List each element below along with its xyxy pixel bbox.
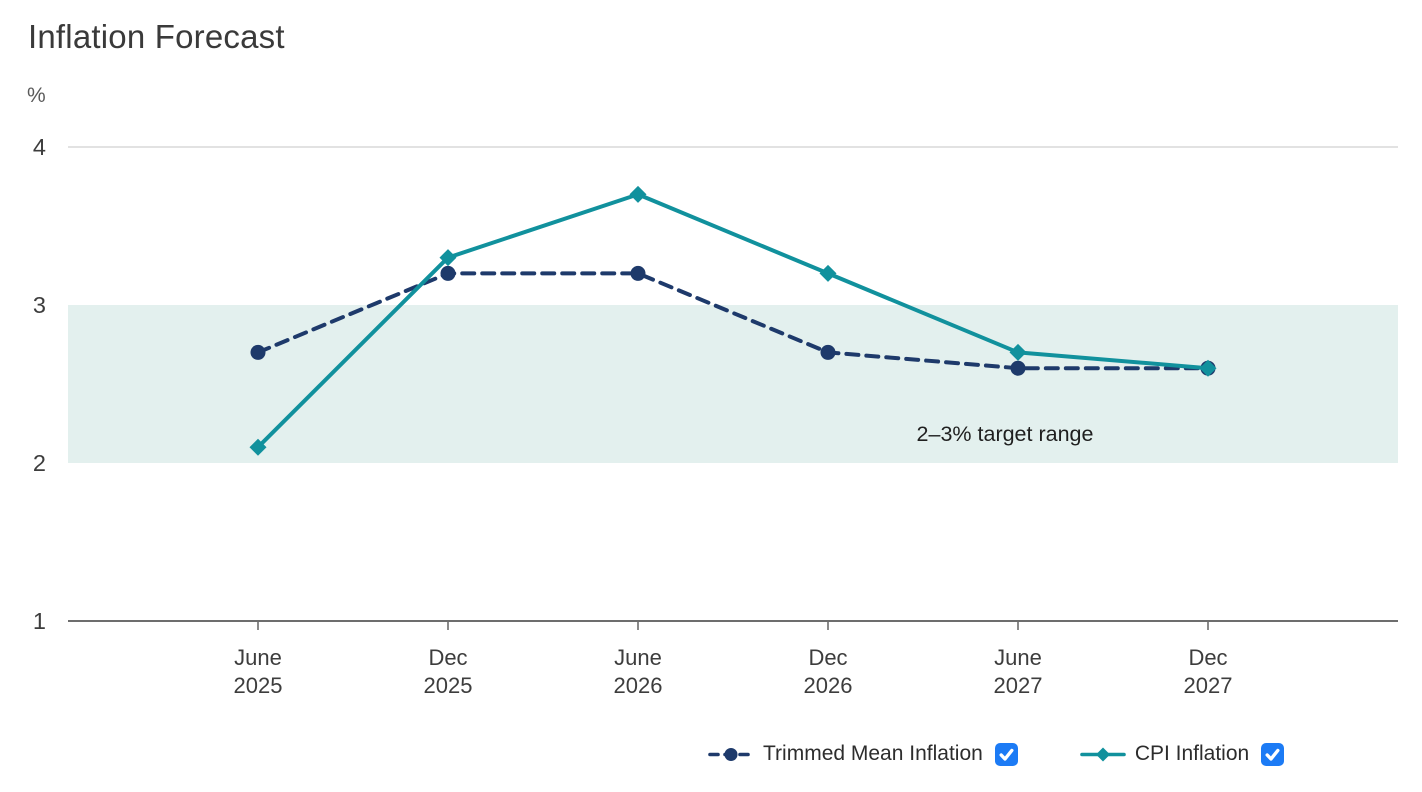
cpi-inflation-point: [1199, 359, 1217, 377]
trimmed-mean-inflation-point: [440, 265, 456, 281]
x-tick-label: Dec 2026: [804, 645, 853, 698]
check-icon: [1265, 748, 1280, 761]
legend-item-trimmed-mean[interactable]: Trimmed Mean Inflation: [708, 742, 1018, 766]
target-range-band: [68, 305, 1398, 463]
x-tick-label: June 2025: [234, 645, 283, 698]
trimmed-mean-inflation-point: [250, 344, 266, 360]
cpi-inflation-point: [1009, 343, 1027, 361]
trimmed-mean-checkbox[interactable]: [994, 742, 1018, 766]
x-tick-label: June 2027: [994, 645, 1043, 698]
cpi-inflation-line: [256, 192, 1210, 450]
trimmed-mean-inflation-point: [820, 344, 836, 360]
cpi-inflation-point: [819, 264, 837, 282]
y-axis-unit-label: %: [27, 84, 46, 107]
cpi-inflation-point: [629, 185, 647, 203]
chart-svg: 2–3% target range 1 2 3 4 June 2025 Dec 2025 June…: [33, 134, 1398, 698]
trimmed-mean-line-marker-icon: [708, 747, 754, 761]
x-tick-label: Dec 2027: [1184, 645, 1233, 698]
y-tick-label-2: 2: [33, 450, 46, 476]
cpi-inflation-point: [249, 438, 267, 456]
legend-label-trimmed-mean: Trimmed Mean Inflation: [763, 742, 983, 765]
check-icon: [999, 748, 1014, 761]
cpi-checkbox[interactable]: [1261, 742, 1285, 766]
y-tick-label-1: 1: [33, 608, 46, 634]
trimmed-mean-inflation-point: [630, 265, 646, 281]
x-tick-label: June 2026: [614, 645, 663, 698]
cpi-inflation-point: [439, 249, 457, 267]
x-tick-label: Dec 2025: [424, 645, 473, 698]
y-tick-label-4: 4: [33, 134, 46, 160]
page-title: Inflation Forecast: [28, 18, 285, 55]
legend-label-cpi: CPI Inflation: [1134, 742, 1250, 765]
legend-item-cpi[interactable]: CPI Inflation: [1080, 742, 1285, 766]
trimmed-mean-inflation-point: [1010, 360, 1026, 376]
legend: Trimmed Mean Inflation CPI Inflation: [708, 742, 1285, 766]
target-range-label: 2–3% target range: [917, 422, 1094, 446]
cpi-line-marker-icon: [1080, 747, 1126, 761]
y-tick-label-3: 3: [33, 292, 46, 318]
